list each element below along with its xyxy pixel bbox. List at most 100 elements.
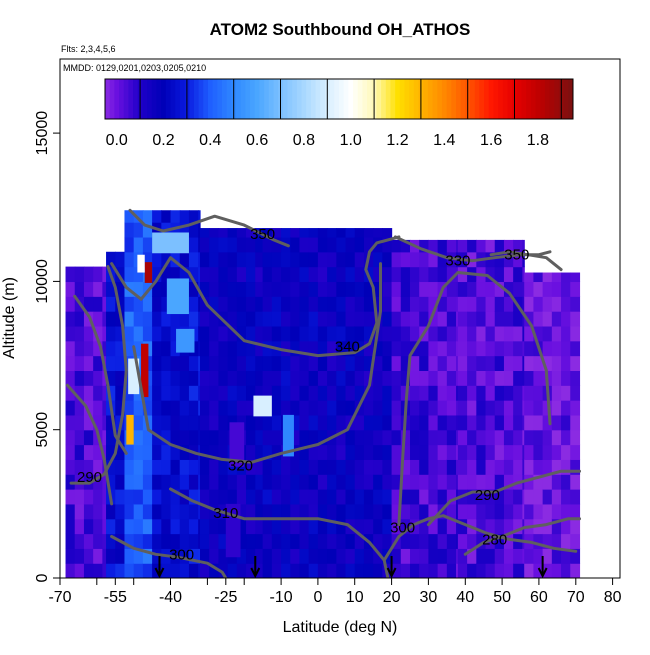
heatmap-cell <box>382 355 393 371</box>
heatmap-cell <box>74 429 85 446</box>
heatmap-cell <box>255 281 264 297</box>
colorbar-segment <box>282 79 289 119</box>
heatmap-cell <box>327 533 337 549</box>
heatmap-cell <box>102 518 107 535</box>
heatmap-cell <box>428 251 439 268</box>
heatmap-cell <box>271 548 282 564</box>
heatmap-cell <box>485 385 496 401</box>
heatmap-cell <box>188 222 199 238</box>
heatmap-cell <box>410 414 420 431</box>
heatmap-cell <box>115 296 126 312</box>
heatmap-cell <box>467 503 477 520</box>
heatmap-cell <box>542 429 553 446</box>
heatmap-cell <box>437 340 448 357</box>
heatmap-cell <box>317 503 328 520</box>
heatmap-cell <box>246 236 256 253</box>
heatmap-cell <box>317 281 328 297</box>
heatmap-cell <box>391 266 402 283</box>
heatmap-cell <box>209 459 220 475</box>
heatmap-cell <box>382 414 393 431</box>
heatmap-cell <box>428 340 439 357</box>
heatmap-cell <box>255 355 264 371</box>
heatmap-cell <box>354 355 365 371</box>
heatmap-cell <box>255 459 264 475</box>
heatmap-cell <box>236 296 247 312</box>
heatmap-cell <box>437 251 448 268</box>
heatmap-cell <box>336 503 347 520</box>
heatmap-cell <box>561 414 571 431</box>
heatmap-cell <box>503 281 514 297</box>
heatmap-cell <box>476 503 487 520</box>
heatmap-cell <box>317 355 328 371</box>
heatmap-cell <box>494 251 505 268</box>
heatmap-cell <box>419 311 430 327</box>
heatmap-cell <box>290 355 301 371</box>
heatmap-cell <box>336 444 347 460</box>
heatmap-cell <box>382 400 393 416</box>
heatmap-cell <box>542 340 553 357</box>
heatmap-cell <box>133 414 144 431</box>
heatmap-cell <box>142 400 153 416</box>
heatmap-cell <box>65 444 76 460</box>
heatmap-cell <box>179 518 190 535</box>
heatmap-cell <box>327 400 337 416</box>
heatmap-cell <box>271 281 282 297</box>
heatmap-cell <box>522 296 525 312</box>
heatmap-cell <box>522 414 525 431</box>
heatmap-cell <box>485 355 496 371</box>
heatmap-cell <box>382 281 393 297</box>
heatmap-cell <box>152 459 162 475</box>
colorbar-segment <box>217 79 223 119</box>
heatmap-cell <box>485 429 496 446</box>
colorbar-segment <box>456 79 462 119</box>
heatmap-cell <box>494 548 505 564</box>
heatmap-cell <box>533 563 544 578</box>
heatmap-cell <box>542 414 553 431</box>
y-tick-label: 15000 <box>34 111 51 156</box>
colorbar-segment <box>264 79 270 119</box>
heatmap-cell <box>290 414 301 431</box>
heatmap-cell <box>106 429 116 446</box>
heatmap-cell <box>456 296 459 312</box>
heatmap-cell <box>410 325 420 342</box>
heatmap-cell <box>188 385 199 401</box>
heatmap-cell <box>382 370 393 386</box>
heatmap-cell <box>428 444 439 460</box>
heatmap-cell <box>93 563 103 578</box>
heatmap-cell <box>373 385 383 401</box>
colorbar-segment <box>409 79 415 119</box>
colorbar-segment <box>151 79 157 119</box>
heatmap-cell <box>246 325 256 342</box>
heatmap-cell <box>209 311 220 327</box>
heatmap-cell <box>467 563 477 578</box>
contour-layer: 350 340 330 350 320 310 300 300 290 290 280 <box>65 208 581 578</box>
heatmap-cell <box>308 429 319 446</box>
heatmap-cell <box>83 489 94 505</box>
heatmap-cell <box>485 548 496 564</box>
heatmap-cell <box>115 489 126 505</box>
heatmap-cell <box>124 533 135 549</box>
heatmap-cell <box>133 325 144 342</box>
heatmap-cell <box>106 459 116 475</box>
heatmap-cell <box>363 444 374 460</box>
heatmap-cell <box>327 459 337 475</box>
heatmap-cell <box>227 251 238 268</box>
heatmap-cell <box>336 325 347 342</box>
heatmap-cell <box>561 548 571 564</box>
colorbar-segment <box>390 79 396 119</box>
heatmap-cell <box>209 296 220 312</box>
heatmap-cell <box>179 222 190 238</box>
heatmap-cell <box>142 533 153 549</box>
heatmap-cell <box>198 251 201 268</box>
heatmap-cell <box>262 533 273 549</box>
heatmap-cell <box>446 474 457 490</box>
colorbar-segment <box>306 79 312 119</box>
heatmap-cell <box>255 325 264 342</box>
heatmap-cell <box>542 281 553 297</box>
heatmap-cell <box>327 325 337 342</box>
heatmap-cell <box>446 311 457 327</box>
colorbar-segment <box>109 79 115 119</box>
heatmap-cell <box>115 251 126 268</box>
heatmap-cell <box>102 474 107 490</box>
heatmap-cell <box>299 325 310 342</box>
